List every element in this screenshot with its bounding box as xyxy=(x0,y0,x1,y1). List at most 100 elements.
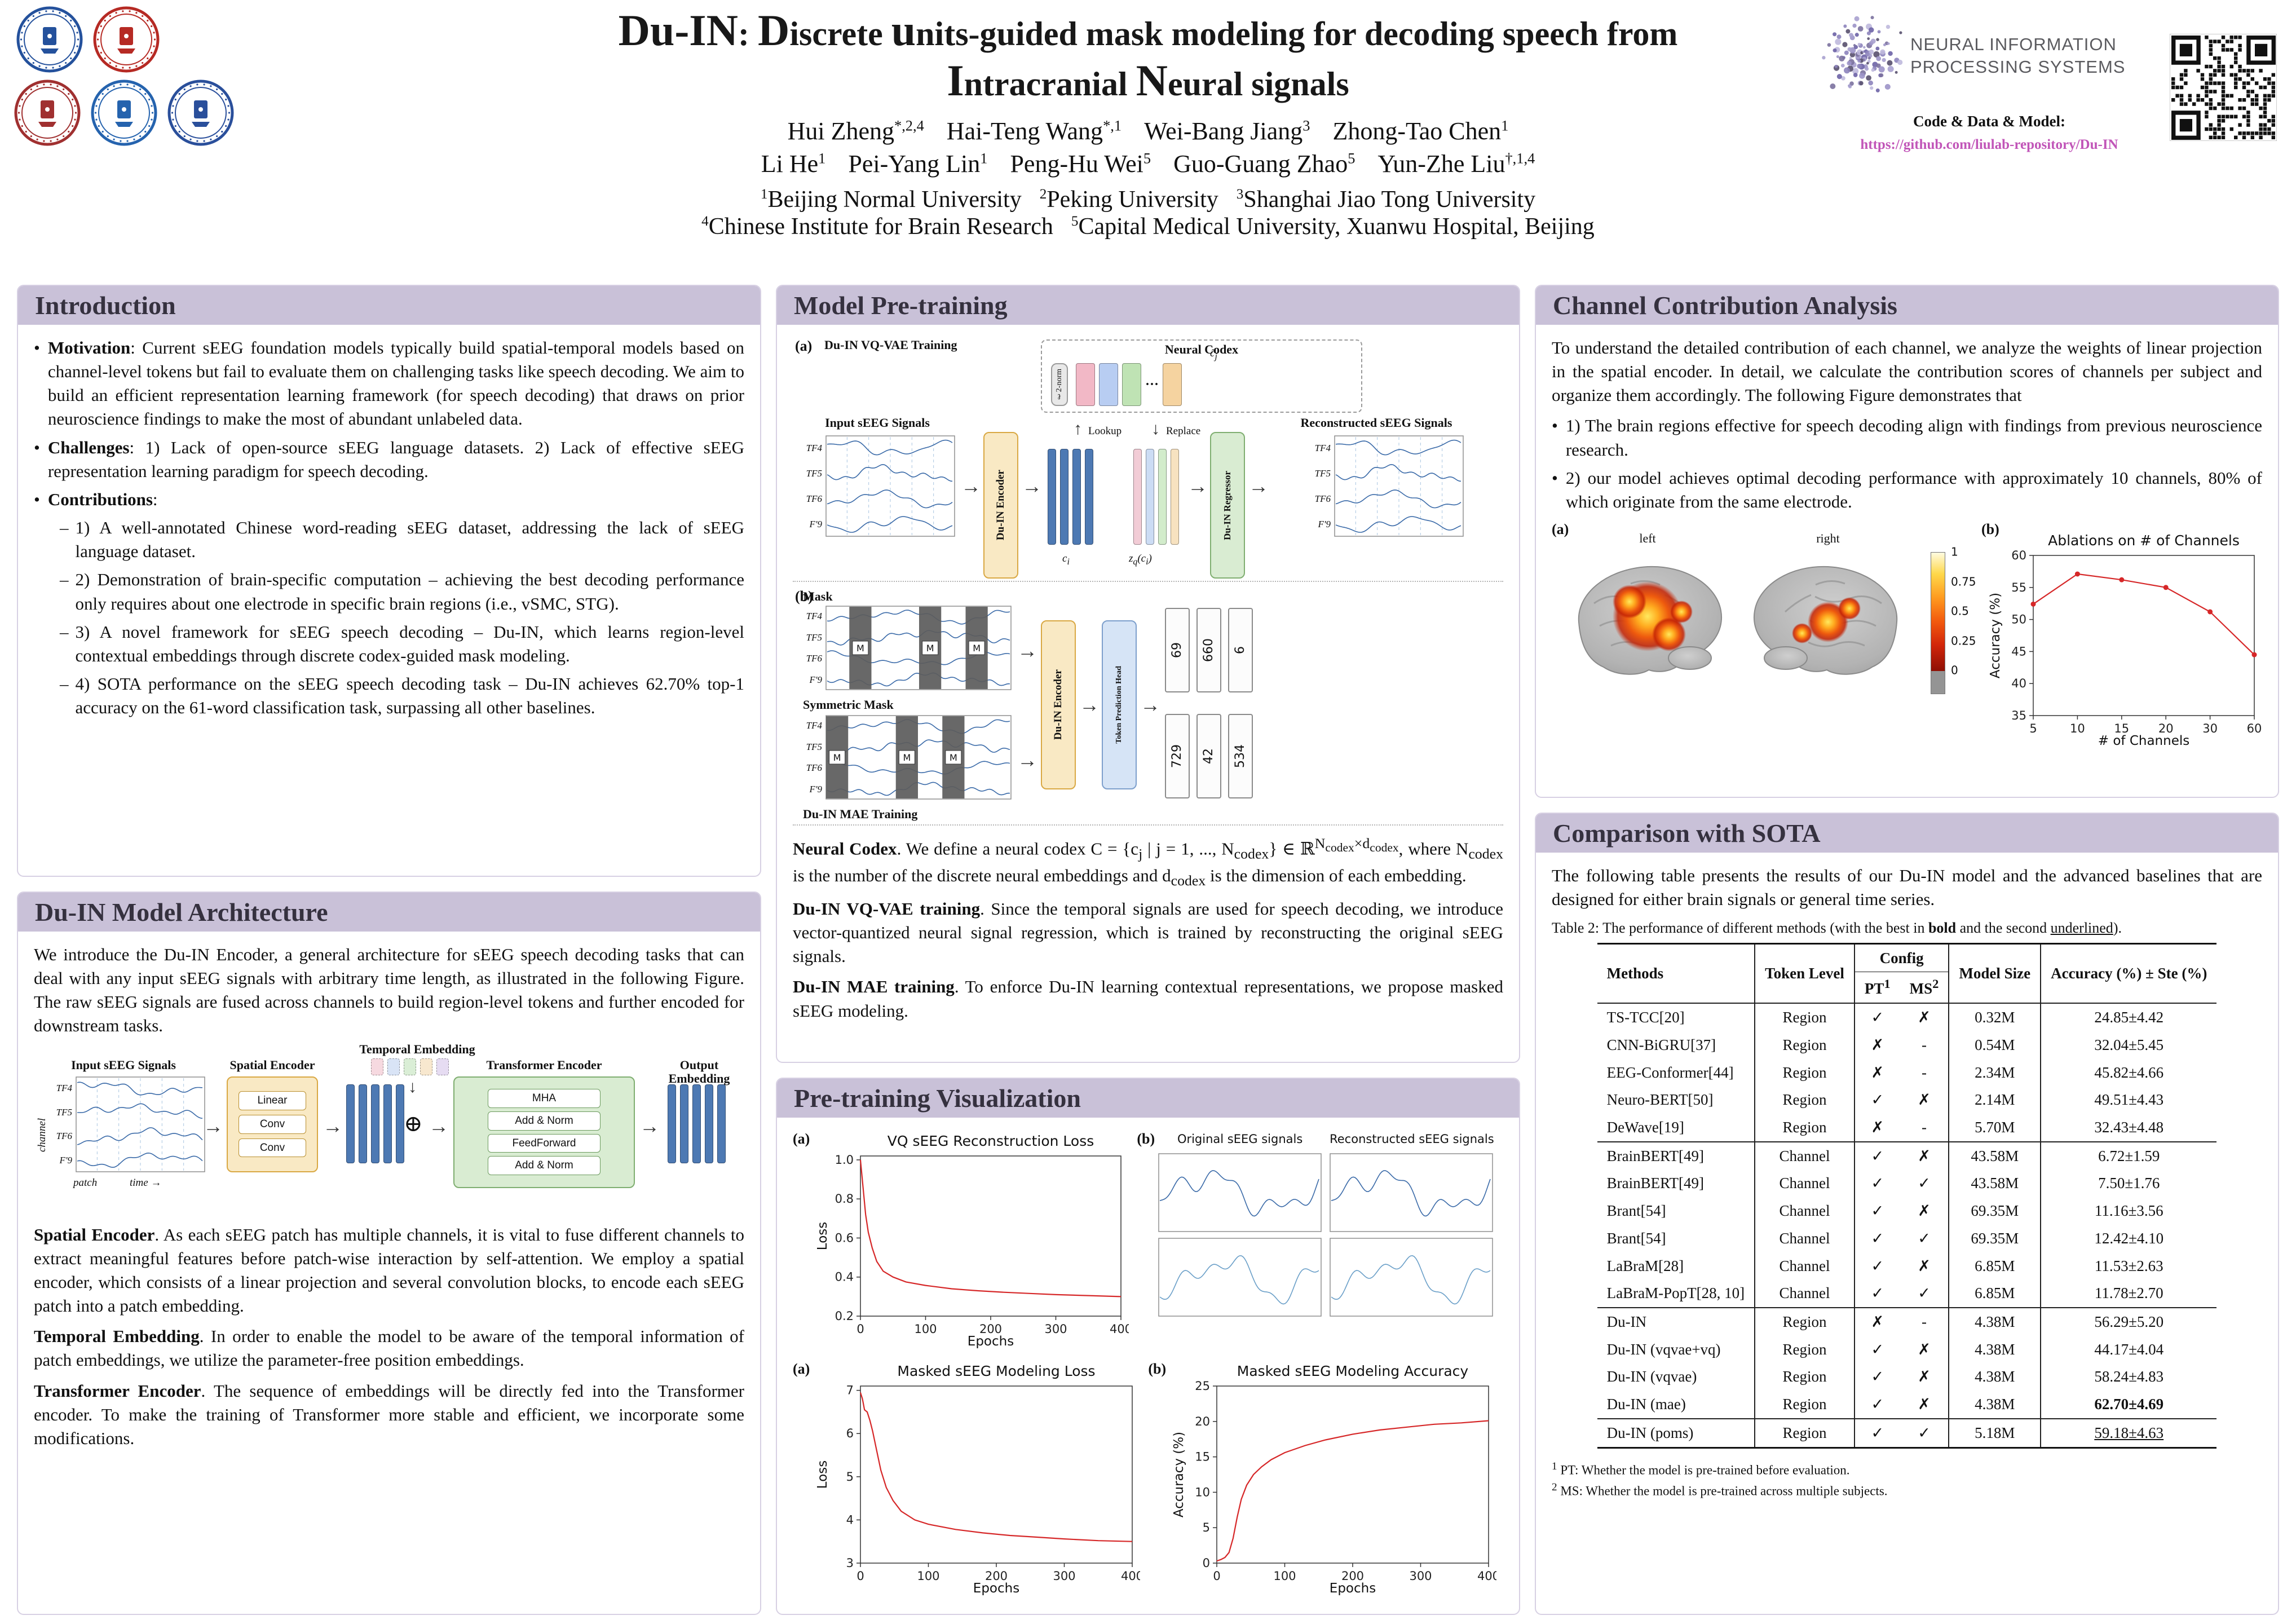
arrow-right-icon: → xyxy=(1079,694,1100,716)
table-cell: 7.50±1.76 xyxy=(2098,1175,2160,1192)
predicted-token: 729 xyxy=(1165,714,1190,798)
quantized-tokens xyxy=(1133,449,1179,545)
table-cell: Model Size xyxy=(1949,943,2042,1004)
table-row: Du-IN Region ✗ -4.38M 56.29±5.20 xyxy=(1597,1307,2217,1336)
temporal-embedding-label: Temporal Embedding xyxy=(359,1042,475,1056)
mask-accuracy-panel: (b) 0 100 200 300 400 0 5 10 15 20 25 Masked sEEG M… xyxy=(1148,1359,1496,1599)
table-cell: 4.38M xyxy=(1949,1307,2042,1336)
table-cell: TS-TCC[20] xyxy=(1597,1003,1756,1031)
paragraph: Temporal Embedding. In order to enable t… xyxy=(34,1326,744,1370)
svg-text:400: 400 xyxy=(1110,1322,1129,1336)
vq-reconstruction-loss-chart: 0 100 200 300 400 0.2 0.4 0.6 0.8 1.0 VQ sEEG Reco… xyxy=(815,1133,1129,1349)
du-in-encoder-box: Du-IN Encoder xyxy=(1041,620,1076,789)
section-pretraining-visualization: Pre-training Visualization (a) 0 100 200 30… xyxy=(776,1078,1520,1615)
svg-text:Loss: Loss xyxy=(815,1460,830,1489)
svg-text:# of Channels: # of Channels xyxy=(2098,734,2189,748)
channel-label: F'9 xyxy=(59,1154,72,1166)
channel-axis-label: channel xyxy=(36,1118,48,1152)
author: Wei-Bang Jiang3 xyxy=(1144,117,1310,145)
svg-text:Masked sEEG Modeling Loss: Masked sEEG Modeling Loss xyxy=(898,1363,1096,1379)
svg-text:M: M xyxy=(926,643,934,654)
intro-bullet: • Motivation: Current sEEG foundation mod… xyxy=(34,338,744,429)
arrow-right-icon: → xyxy=(1140,694,1160,716)
table-cell: Brant[54] xyxy=(1597,1224,1756,1252)
reconstructed-seeg-signal xyxy=(1330,1153,1494,1232)
encoded-tokens xyxy=(1048,449,1093,545)
table-cell: ✓ xyxy=(1871,1175,1884,1192)
section-title-architecture: Du-IN Model Architecture xyxy=(18,893,760,932)
du-in-regressor-box: Du-IN Regressor xyxy=(1210,432,1245,579)
intro-bullet: • Challenges: 1) Lack of open-source sEEG… xyxy=(34,437,744,481)
architecture-intro: We introduce the Du-IN Encoder, a genera… xyxy=(34,945,744,1036)
arrow-down-icon: ↓ xyxy=(1151,420,1160,438)
table-cell: Region xyxy=(1755,1418,1855,1448)
authors: Hui Zheng*,2,4 Hai-Teng Wang*,1 Wei-Bang J… xyxy=(282,115,2014,180)
colorbar-hot-segment xyxy=(1931,553,1945,672)
table-cell: 2.14M xyxy=(1949,1086,2042,1114)
table-cell: BrainBERT[49] xyxy=(1597,1141,1756,1170)
table-cell: Region xyxy=(1755,1058,1855,1087)
channel-labels: TF4 TF5 TF6 F'9 xyxy=(803,435,825,537)
svg-text:M: M xyxy=(950,752,957,763)
svg-text:Masked sEEG Modeling Accuracy: Masked sEEG Modeling Accuracy xyxy=(1237,1363,1469,1379)
colorbar-ticks: 1 0.75 0.5 0.25 0 xyxy=(1951,545,1985,677)
input-seeg-signals: TF4 TF5 TF6 F'9 xyxy=(53,1076,205,1172)
model-pretraining-body: (a) Du-IN VQ-VAE Training Input sEEG Sig… xyxy=(777,325,1519,1062)
table-cell: ✓ xyxy=(1900,1224,1950,1252)
figure-a-tag: (a) xyxy=(1552,521,1569,538)
title-segment: iscrete xyxy=(789,15,891,52)
channel-labels: TF4 TF5 TF6 F'9 xyxy=(803,715,825,800)
table-caption: Table 2: The performance of different me… xyxy=(1552,920,2122,937)
table-cell: Du-IN (mae) xyxy=(1597,1391,1756,1419)
masked-modeling-accuracy-chart: 0 100 200 300 400 0 5 10 15 20 25 Masked sEEG Model… xyxy=(1172,1363,1496,1596)
author: Guo-Guang Zhao5 xyxy=(1173,149,1355,178)
table-cell: - xyxy=(1900,1031,1950,1059)
table-cell: ✓ xyxy=(1871,1396,1884,1413)
embedding-token xyxy=(1048,449,1056,545)
svg-text:40: 40 xyxy=(2011,677,2026,690)
channel-label: TF5 xyxy=(806,741,822,752)
svg-text:1.0: 1.0 xyxy=(835,1153,854,1167)
neurips-line1: NEURAL INFORMATION xyxy=(1910,34,2117,54)
original-seeg-signal xyxy=(1158,1237,1322,1317)
arrow-right-icon: → xyxy=(1017,749,1037,771)
token-prediction-head-label: Token Prediction Head xyxy=(1115,666,1124,744)
table-cell: 11.16±3.56 xyxy=(2094,1202,2163,1220)
embedding-token xyxy=(1163,363,1182,406)
channel-label: TF5 xyxy=(1314,467,1331,479)
table-cell: Region xyxy=(1755,1307,1855,1336)
table-cell: 0.54M xyxy=(1949,1031,2042,1059)
embedding-token xyxy=(717,1084,726,1163)
table-row: BrainBERT[49] Channel ✓ ✓ 43.58M 7.50±1.76 xyxy=(1597,1170,2217,1198)
table-cell: ✗ xyxy=(1900,1391,1950,1419)
intro-subitem: –4) SOTA performance on the sEEG speech … xyxy=(60,674,744,718)
reconstructed-signals-title: Reconstructed sEEG signals xyxy=(1330,1132,1494,1146)
neurips-line2: PROCESSING SYSTEMS xyxy=(1910,57,2126,77)
arrow-right-icon: → xyxy=(1187,475,1208,497)
embedding-token xyxy=(1122,363,1141,406)
table-cell: Region xyxy=(1755,1391,1855,1419)
reconstructed-signals-label: Reconstructed sEEG Signals xyxy=(1300,416,1452,430)
svg-text:35: 35 xyxy=(2011,709,2026,722)
github-link[interactable]: https://github.com/liulab-repository/Du-… xyxy=(1860,137,2118,152)
poster-title-line2: Intracranial Neural signals xyxy=(282,56,2014,106)
title-segment: ntracranial xyxy=(964,65,1136,103)
svg-text:6: 6 xyxy=(846,1427,854,1440)
section-architecture: Du-IN Model Architecture We introduce th… xyxy=(17,892,761,1615)
table-cell: 45.82±4.66 xyxy=(2094,1063,2164,1081)
intro-list: • Motivation: Current sEEG foundation mod… xyxy=(34,336,744,720)
title-segment: nits-guided mask modeling for decoding s… xyxy=(916,15,1678,52)
header-right-left: NEURAL INFORMATION PROCESSING SYSTEMS Co… xyxy=(1820,14,2158,153)
bullet-item: • 1) The brain regions effective for spee… xyxy=(1552,416,2262,460)
channel-label: TF5 xyxy=(806,467,822,479)
table-cell: 6.85M xyxy=(1949,1252,2042,1280)
svg-text:25: 25 xyxy=(1195,1379,1210,1393)
ellipsis-icon: ··· xyxy=(1145,377,1159,392)
table-cell: Channel xyxy=(1755,1170,1855,1198)
svg-text:Ablations on # of Channels: Ablations on # of Channels xyxy=(2048,532,2240,549)
colorbar-tick: 0.5 xyxy=(1951,604,1969,618)
patch-label: patch xyxy=(73,1176,98,1189)
poster-title: Du-IN: Discrete units-guided mask modeli… xyxy=(282,6,2014,106)
embedding-token xyxy=(371,1084,379,1163)
input-signals-label: Input sEEG Signals xyxy=(71,1057,176,1072)
